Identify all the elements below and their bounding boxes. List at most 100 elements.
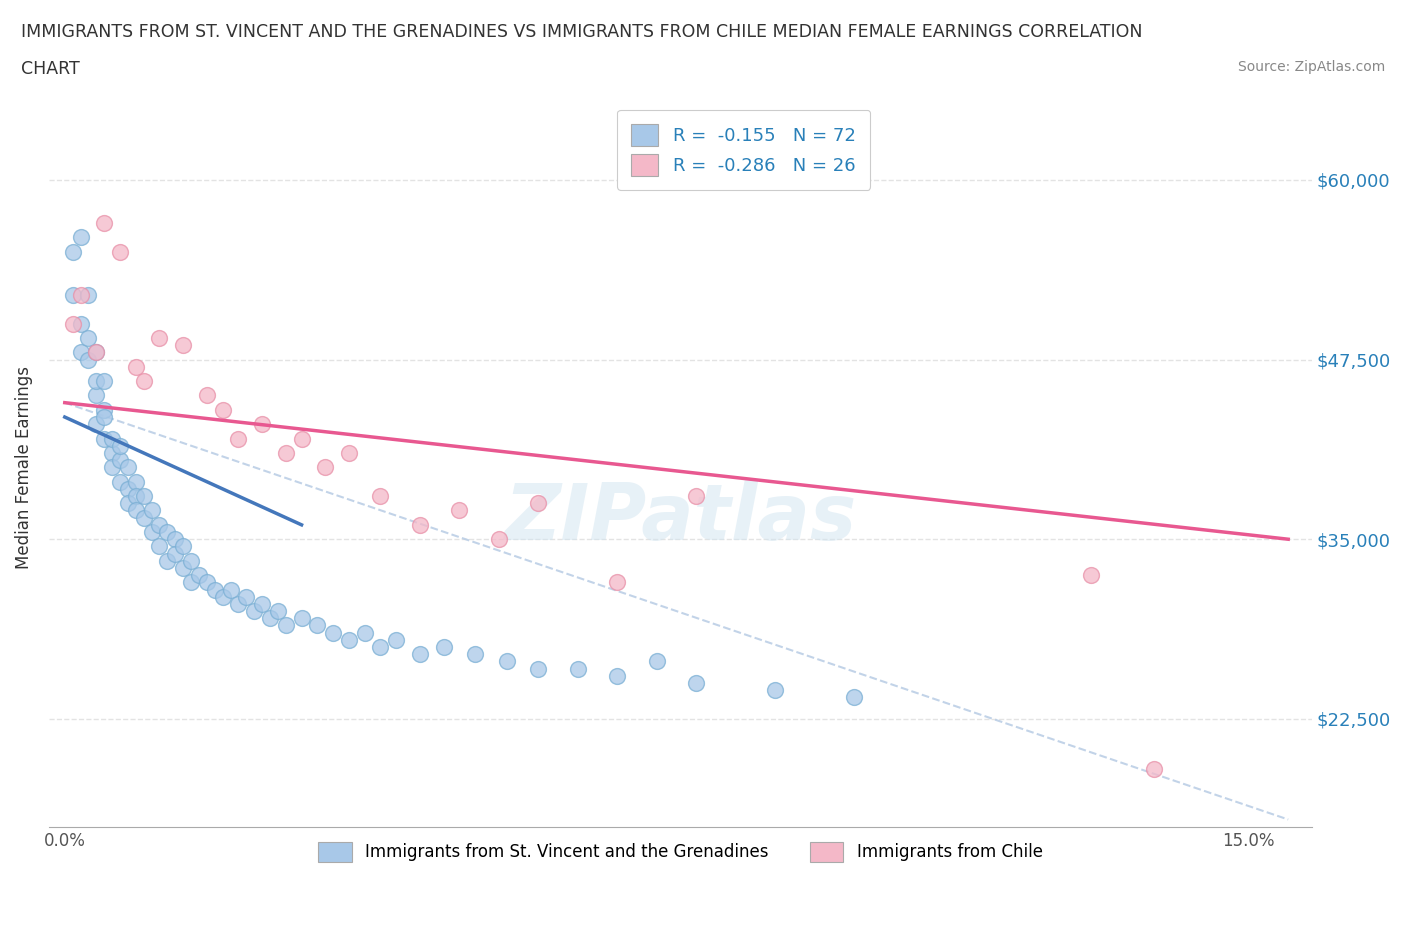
Point bbox=[385, 632, 408, 647]
Point bbox=[117, 482, 139, 497]
Point bbox=[567, 661, 589, 676]
Point bbox=[211, 403, 233, 418]
Point bbox=[314, 460, 336, 475]
Point bbox=[433, 640, 456, 655]
Point bbox=[763, 683, 786, 698]
Text: CHART: CHART bbox=[21, 60, 80, 78]
Point bbox=[195, 575, 218, 590]
Point bbox=[187, 567, 209, 582]
Point bbox=[148, 517, 170, 532]
Point bbox=[195, 388, 218, 403]
Point bbox=[141, 525, 163, 539]
Point bbox=[77, 352, 100, 367]
Point bbox=[69, 316, 91, 331]
Point bbox=[101, 445, 124, 460]
Point bbox=[62, 287, 84, 302]
Point bbox=[141, 503, 163, 518]
Point bbox=[1080, 567, 1102, 582]
Point bbox=[148, 330, 170, 345]
Point bbox=[69, 287, 91, 302]
Point bbox=[148, 539, 170, 554]
Point bbox=[645, 654, 668, 669]
Point bbox=[274, 618, 297, 633]
Point bbox=[93, 432, 115, 446]
Point bbox=[180, 553, 202, 568]
Point bbox=[250, 596, 273, 611]
Point bbox=[156, 553, 179, 568]
Point bbox=[86, 388, 108, 403]
Point bbox=[228, 596, 250, 611]
Point bbox=[243, 604, 266, 618]
Point bbox=[180, 575, 202, 590]
Point bbox=[125, 488, 148, 503]
Point bbox=[132, 488, 155, 503]
Point bbox=[250, 417, 273, 432]
Point bbox=[101, 432, 124, 446]
Point bbox=[108, 474, 131, 489]
Point bbox=[172, 539, 194, 554]
Point bbox=[62, 316, 84, 331]
Point bbox=[606, 669, 628, 684]
Point bbox=[108, 245, 131, 259]
Point bbox=[132, 374, 155, 389]
Point bbox=[307, 618, 329, 633]
Point bbox=[101, 460, 124, 475]
Point bbox=[370, 640, 392, 655]
Point bbox=[685, 675, 707, 690]
Point bbox=[77, 330, 100, 345]
Point bbox=[337, 445, 360, 460]
Point bbox=[172, 561, 194, 576]
Point bbox=[322, 625, 344, 640]
Point bbox=[93, 403, 115, 418]
Point bbox=[117, 460, 139, 475]
Point bbox=[290, 432, 312, 446]
Legend: Immigrants from St. Vincent and the Grenadines, Immigrants from Chile: Immigrants from St. Vincent and the Gren… bbox=[312, 835, 1049, 869]
Point bbox=[93, 216, 115, 231]
Point bbox=[337, 632, 360, 647]
Point bbox=[125, 359, 148, 374]
Y-axis label: Median Female Earnings: Median Female Earnings bbox=[15, 365, 32, 569]
Point bbox=[204, 582, 226, 597]
Point bbox=[449, 503, 471, 518]
Point bbox=[93, 409, 115, 424]
Text: Source: ZipAtlas.com: Source: ZipAtlas.com bbox=[1237, 60, 1385, 74]
Point bbox=[86, 417, 108, 432]
Point bbox=[495, 654, 517, 669]
Point bbox=[132, 511, 155, 525]
Point bbox=[1143, 762, 1166, 777]
Point bbox=[464, 646, 486, 661]
Point bbox=[606, 575, 628, 590]
Point bbox=[108, 453, 131, 468]
Point bbox=[156, 525, 179, 539]
Point bbox=[62, 245, 84, 259]
Point bbox=[86, 374, 108, 389]
Point bbox=[211, 590, 233, 604]
Point bbox=[93, 374, 115, 389]
Point bbox=[488, 532, 510, 547]
Point bbox=[117, 496, 139, 511]
Point bbox=[409, 517, 432, 532]
Point bbox=[370, 488, 392, 503]
Point bbox=[267, 604, 290, 618]
Point bbox=[274, 445, 297, 460]
Point bbox=[228, 432, 250, 446]
Point bbox=[685, 488, 707, 503]
Point bbox=[527, 661, 550, 676]
Point bbox=[86, 345, 108, 360]
Point bbox=[69, 230, 91, 245]
Point bbox=[409, 646, 432, 661]
Point bbox=[77, 287, 100, 302]
Point bbox=[69, 345, 91, 360]
Point bbox=[108, 438, 131, 453]
Point bbox=[290, 611, 312, 626]
Point bbox=[125, 503, 148, 518]
Point bbox=[842, 690, 865, 705]
Text: ZIPatlas: ZIPatlas bbox=[505, 480, 856, 555]
Text: IMMIGRANTS FROM ST. VINCENT AND THE GRENADINES VS IMMIGRANTS FROM CHILE MEDIAN F: IMMIGRANTS FROM ST. VINCENT AND THE GREN… bbox=[21, 23, 1143, 41]
Point bbox=[219, 582, 242, 597]
Point bbox=[259, 611, 281, 626]
Point bbox=[165, 546, 187, 561]
Point bbox=[165, 532, 187, 547]
Point bbox=[125, 474, 148, 489]
Point bbox=[353, 625, 375, 640]
